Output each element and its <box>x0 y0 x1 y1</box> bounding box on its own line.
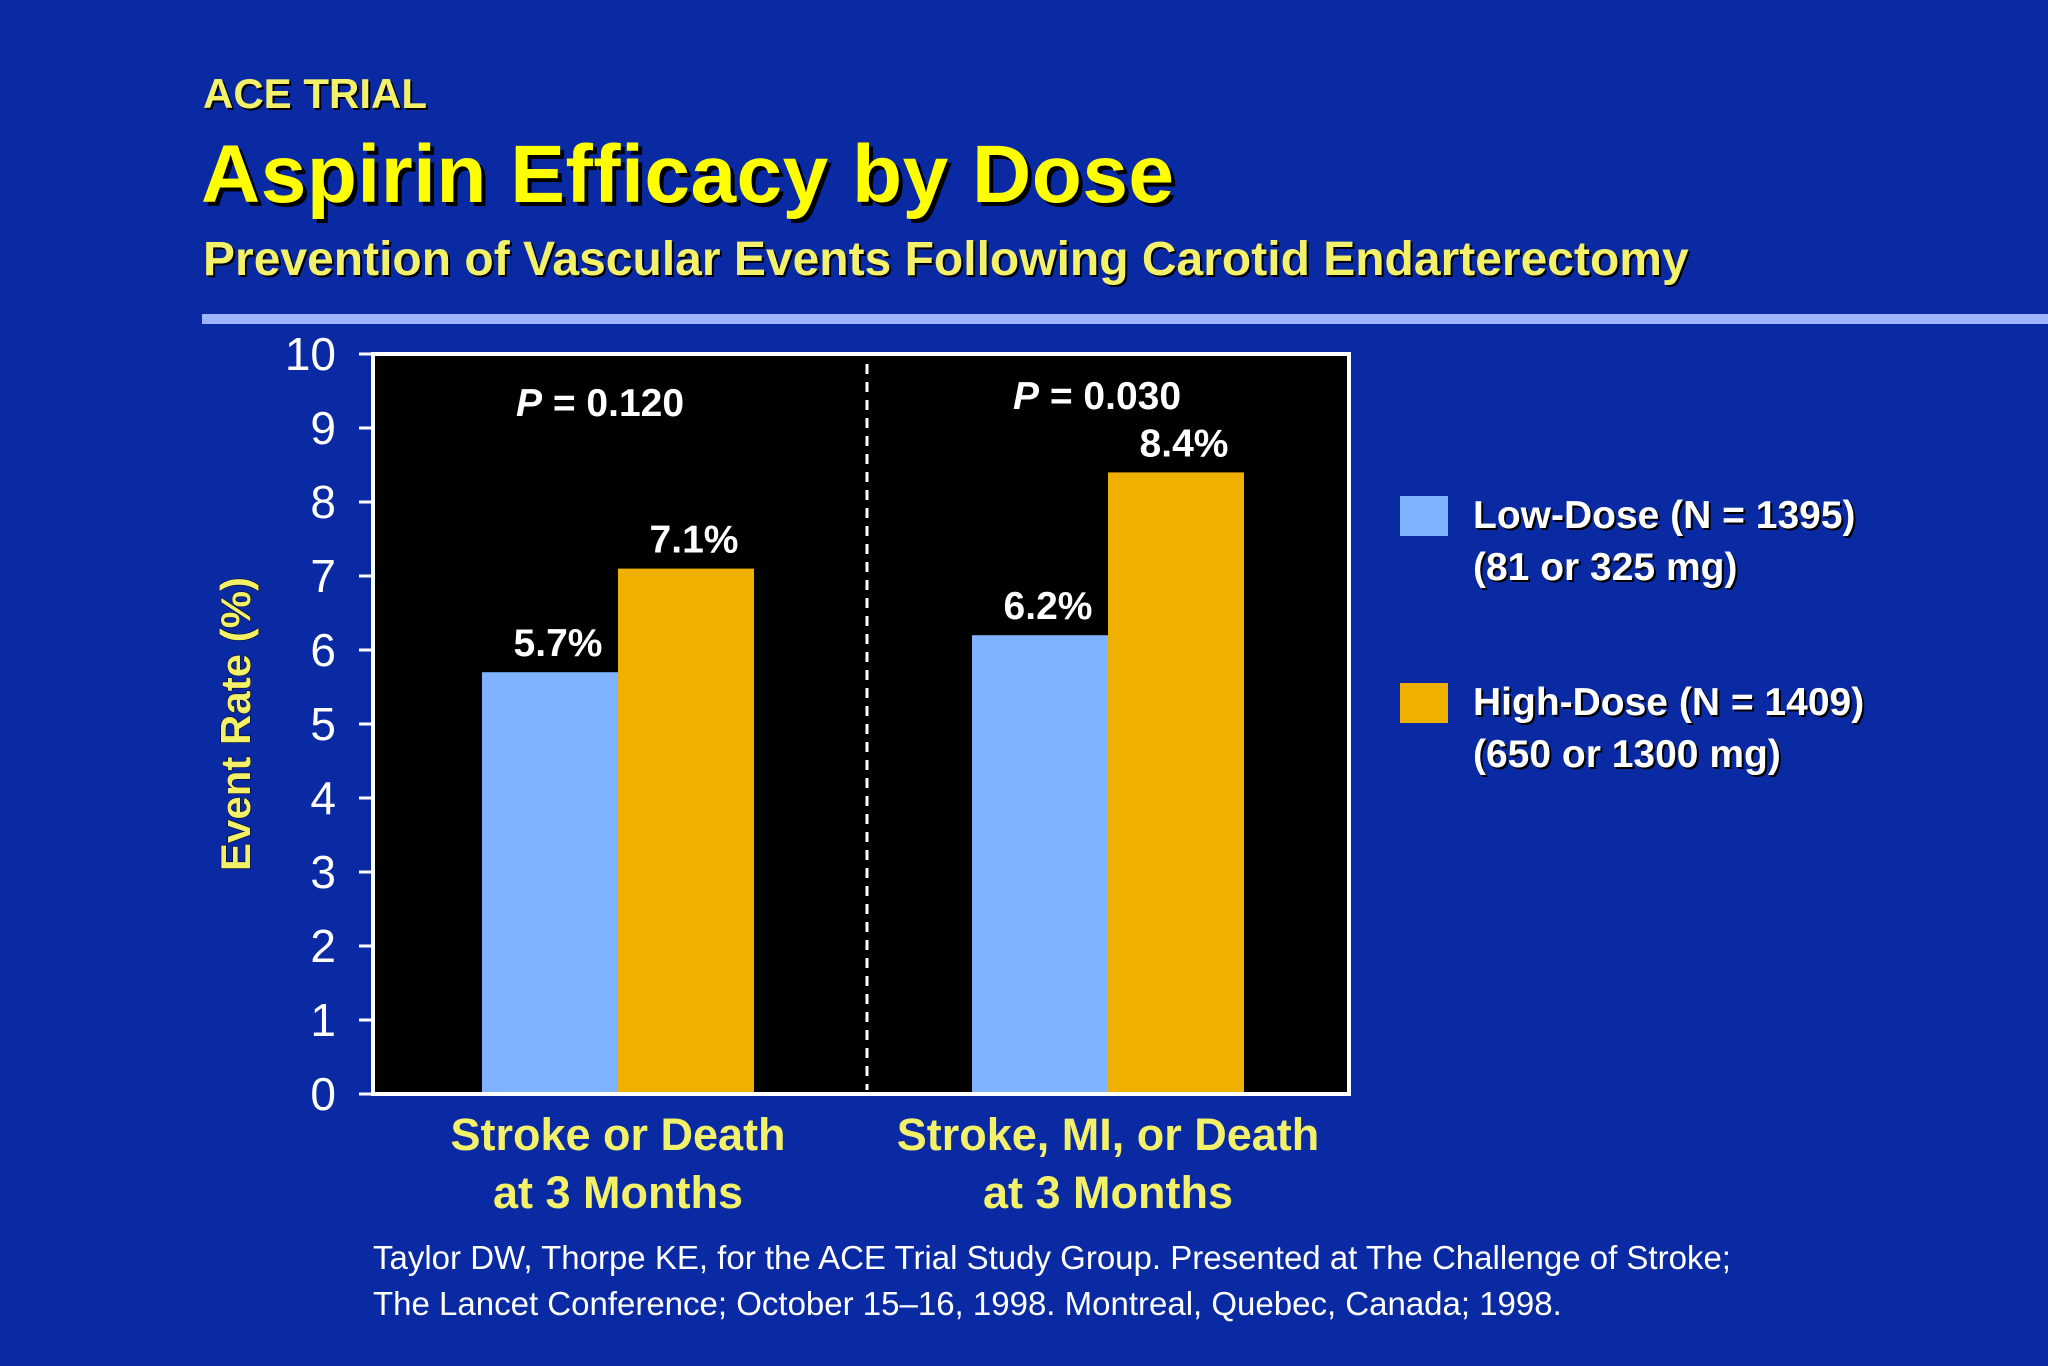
bar-high-dose-stroke-mi-or-death <box>1108 472 1244 1094</box>
x-category-label-stroke-or-death: Stroke or Death <box>450 1109 785 1160</box>
x-category-label-stroke-or-death: at 3 Months <box>493 1167 743 1218</box>
y-tick-label: 2 <box>310 920 336 972</box>
y-tick-label: 9 <box>310 402 336 454</box>
y-tick-label: 4 <box>310 772 336 824</box>
y-tick-label: 8 <box>310 476 336 528</box>
legend-detail-high-dose: (650 or 1300 mg) <box>1473 733 1781 776</box>
kicker-label: ACE TRIAL <box>203 70 427 117</box>
y-tick-label: 7 <box>310 550 336 602</box>
y-tick-label: 5 <box>310 698 336 750</box>
y-tick-label: 3 <box>310 846 336 898</box>
data-label-high-dose-stroke-mi-or-death: 8.4% <box>1140 422 1229 465</box>
data-label-high-dose-stroke-or-death: 7.1% <box>650 519 739 562</box>
bar-low-dose-stroke-or-death <box>482 672 618 1094</box>
x-category-label-stroke-mi-or-death: at 3 Months <box>983 1167 1233 1218</box>
slide-title: Aspirin Efficacy by Dose <box>201 129 1175 220</box>
y-tick-label: 6 <box>310 624 336 676</box>
y-axis-label: Event Rate (%) <box>212 577 259 871</box>
bar-high-dose-stroke-or-death <box>618 568 754 1094</box>
data-label-low-dose-stroke-mi-or-death: 6.2% <box>1004 585 1093 628</box>
p-value-annotation-stroke-or-death: P = 0.120 <box>516 382 684 425</box>
footnote-line-2: The Lancet Conference; October 15–16, 19… <box>373 1285 1562 1322</box>
slide-subtitle: Prevention of Vascular Events Following … <box>203 233 1689 286</box>
plot-frame <box>371 352 1351 1096</box>
y-tick-label: 0 <box>310 1068 336 1120</box>
p-value-annotation-stroke-mi-or-death: P = 0.030 <box>1013 375 1181 418</box>
data-label-low-dose-stroke-or-death: 5.7% <box>514 622 603 665</box>
citation-footnote: Taylor DW, Thorpe KE, for the ACE Trial … <box>373 1235 1731 1327</box>
legend-label-high-dose: High-Dose (N = 1409) <box>1473 681 1865 724</box>
legend-detail-low-dose: (81 or 325 mg) <box>1473 546 1738 589</box>
title-rule <box>202 314 2048 324</box>
legend-swatch-high-dose <box>1400 683 1448 723</box>
y-tick-label: 1 <box>310 994 336 1046</box>
bar-low-dose-stroke-mi-or-death <box>972 635 1108 1094</box>
legend-label-low-dose: Low-Dose (N = 1395) <box>1473 494 1856 537</box>
x-category-label-stroke-mi-or-death: Stroke, MI, or Death <box>897 1109 1320 1160</box>
footnote-line-1: Taylor DW, Thorpe KE, for the ACE Trial … <box>373 1239 1731 1276</box>
legend-swatch-low-dose <box>1400 496 1448 536</box>
y-tick-label: 10 <box>285 328 336 380</box>
